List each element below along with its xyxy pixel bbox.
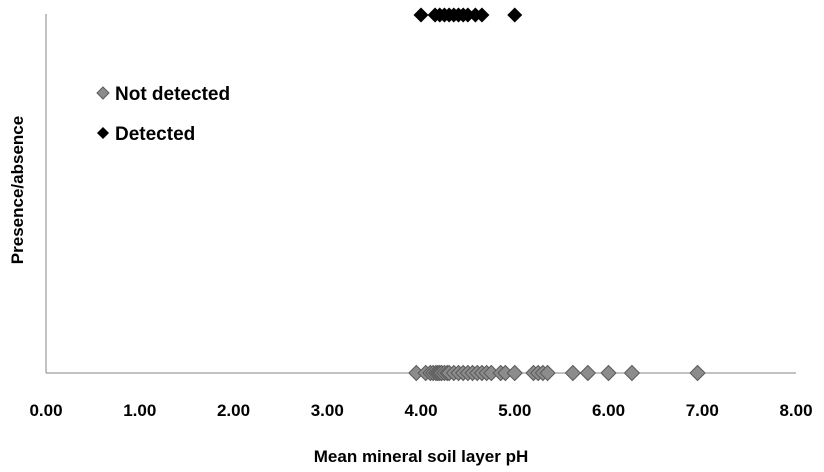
legend: Not detected Detected [96,84,230,145]
not-detected-point [506,364,523,382]
x-tick-labels: 0.00 1.00 2.00 3.00 4.00 5.00 6.00 7.00 8.00 [29,401,812,420]
legend-marker-detected [97,127,109,139]
not-detected-point [689,364,706,382]
not-detected-point [623,364,641,382]
detected-point [507,7,523,23]
legend-label-not-detected: Not detected [115,84,230,105]
x-tick-label: 4.00 [404,401,437,420]
x-tick-label: 8.00 [779,401,812,420]
x-tick-label: 7.00 [686,401,719,420]
x-tick-label: 2.00 [217,401,250,420]
x-tick-label: 3.00 [311,401,344,420]
not-detected-point [600,364,617,382]
detected-point [413,7,429,23]
x-tick-label: 5.00 [498,401,531,420]
legend-label-detected: Detected [115,124,195,145]
legend-marker-not-detected [96,86,110,100]
x-axis-title: Mean mineral soil layer pH [314,447,528,466]
x-tick-label: 1.00 [123,401,156,420]
not-detected-point [564,364,582,382]
series-not-detected [408,364,706,382]
y-axis-title: Presence/absence [8,116,27,264]
series-detected [413,7,523,23]
x-tick-label: 0.00 [29,401,62,420]
detected-point [474,7,490,23]
not-detected-point [579,364,597,382]
not-detected-point [539,364,556,382]
x-tick-label: 6.00 [592,401,625,420]
